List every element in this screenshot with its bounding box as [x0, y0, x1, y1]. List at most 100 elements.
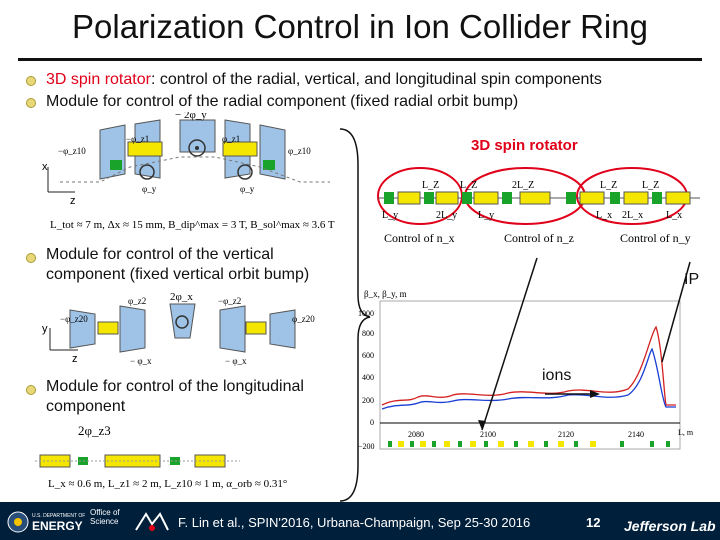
spin-symbol-icon	[139, 164, 155, 180]
footer-bar	[0, 502, 720, 540]
longitudinal-params: L_x ≈ 0.6 m, L_z1 ≈ 2 m, L_z10 ≈ 1 m, α_…	[48, 478, 287, 490]
sr-top-label: 2L_Z	[512, 180, 534, 191]
plot-xlabel: L, m	[678, 428, 694, 437]
doe-energy-text: ENERGY	[32, 519, 83, 533]
ip-label: IP	[684, 271, 700, 288]
quad-block	[610, 192, 620, 204]
control-ny-label: Control of n_y	[620, 231, 691, 245]
sr-bottom-label: L_y	[478, 210, 494, 221]
y-tick: 800	[362, 329, 374, 338]
dipole-block	[119, 305, 146, 353]
longitudinal-top-label: 2φ_z3	[78, 423, 111, 438]
sr-top-label: L_Z	[600, 180, 617, 191]
solenoid-block	[222, 141, 258, 157]
brace-bracket	[339, 128, 371, 502]
jefferson-lab-logo: Jefferson Lab	[624, 518, 716, 534]
jsa-logo	[135, 512, 169, 531]
y-tick: 200	[362, 396, 374, 405]
beta-y-curve	[381, 347, 676, 410]
solenoid-block	[665, 191, 691, 205]
control-nx-label: Control of n_x	[384, 231, 455, 245]
spin-rotator-label: 3D spin rotator	[471, 137, 578, 154]
spin-rotator-schematic: L_Z L_Z 2L_Z L_Z L_Z L_y 2L_y L_y L_x 2L…	[377, 167, 700, 245]
quad-block	[263, 160, 275, 170]
spin-symbol-icon	[175, 315, 189, 329]
citation: F. Lin et al., SPIN'2016, Urbana-Champai…	[178, 515, 531, 530]
bullet-longitudinal-line1: Module for control of the longitudinal	[46, 378, 304, 395]
y-tick: 1000	[358, 309, 374, 318]
x-tick: 2120	[558, 430, 574, 439]
bullet-radial-module: Module for control of the radial compone…	[46, 93, 519, 110]
solenoid-block	[519, 191, 551, 205]
vertical-top-label: 2φ_x	[170, 291, 193, 303]
quad-block	[652, 192, 662, 204]
solenoid-block	[623, 191, 649, 205]
x-tick: 2140	[628, 430, 644, 439]
sr-bottom-label: L_x	[666, 210, 682, 221]
bullet-text: : control of the radial, vertical, and l…	[150, 71, 602, 88]
dipole-block	[219, 305, 246, 353]
vertical-angle-label: φ_z2	[128, 296, 146, 306]
spin-symbol-icon	[188, 139, 206, 157]
plot-ylabel: β_x, β_y, m	[364, 289, 407, 299]
ions-arrowhead	[590, 390, 600, 398]
vertical-side-label: φ_z20	[292, 314, 315, 324]
bullet-longitudinal-line2: component	[46, 398, 126, 415]
axis-label-z: z	[70, 195, 76, 207]
pointer-line	[481, 257, 538, 431]
sr-bottom-label: 2L_x	[622, 210, 643, 221]
solenoid-block	[245, 321, 267, 335]
sr-bottom-label: L_x	[596, 210, 612, 221]
radial-side-label: −φ_z10	[58, 146, 86, 156]
radial-bottom-label: φ_y	[240, 184, 255, 194]
y-tick: 0	[370, 418, 374, 427]
pointer-line	[661, 261, 691, 363]
solenoid-block	[435, 191, 459, 205]
solenoid-block	[579, 191, 605, 205]
solenoid-block	[397, 191, 421, 205]
radial-bottom-label: φ_y	[142, 184, 157, 194]
y-tick: −200	[358, 442, 375, 451]
solenoid-block	[97, 321, 119, 335]
pointer-arrowhead	[478, 420, 486, 430]
quad-block	[384, 192, 394, 204]
vertical-bottom-label: − φ_x	[130, 356, 152, 366]
radial-top-label: − 2φ_y	[175, 112, 207, 121]
vertical-side-label: −φ_z20	[60, 314, 88, 324]
bullet-dot	[26, 385, 36, 395]
doe-logo: U.S. DEPARTMENT OF ENERGY	[7, 511, 85, 533]
bullet-dot	[26, 253, 36, 263]
spin-rotator-emphasis: 3D spin rotator	[46, 71, 151, 88]
ions-label: ions	[542, 367, 572, 384]
y-tick: 600	[362, 351, 374, 360]
spin-symbol-icon	[237, 164, 253, 180]
dipole-block	[69, 309, 96, 349]
radial-angle-label: φ_z1	[222, 134, 240, 144]
x-tick: 2100	[480, 430, 496, 439]
sr-bottom-label: 2L_y	[436, 210, 457, 221]
sr-bottom-label: L_y	[382, 210, 398, 221]
vertical-angle-label: −φ_z2	[218, 296, 241, 306]
solenoid-block	[127, 141, 163, 157]
bullet-vertical-line1: Module for control of the vertical	[46, 246, 274, 263]
dipole-block	[169, 303, 196, 339]
page-title: Polarization Control in Ion Collider Rin…	[72, 8, 648, 45]
spin-symbol-icon	[195, 146, 199, 150]
radial-side-label: φ_z10	[288, 146, 311, 156]
title-divider	[18, 58, 702, 61]
control-nz-label: Control of n_z	[504, 231, 574, 245]
quad-block	[502, 192, 512, 204]
vertical-bottom-label: − φ_x	[225, 356, 247, 366]
dipole-block	[179, 119, 216, 153]
y-tick: 400	[362, 373, 374, 382]
quad-block	[424, 192, 434, 204]
bullet-vertical-line2: component (fixed vertical orbit bump)	[46, 266, 310, 283]
sr-top-label: L_Z	[642, 180, 659, 191]
plot-frame	[379, 300, 681, 450]
solenoid-block	[473, 191, 499, 205]
axis-label-x: x	[42, 161, 48, 173]
doe-small-text: U.S. DEPARTMENT OF	[32, 513, 85, 519]
vertical-module-diagram: y z 2φ_x φ_z2 −φ_z2 −φ_z20 φ_z20 − φ_x −…	[42, 291, 315, 366]
bullet-dot	[26, 98, 36, 108]
